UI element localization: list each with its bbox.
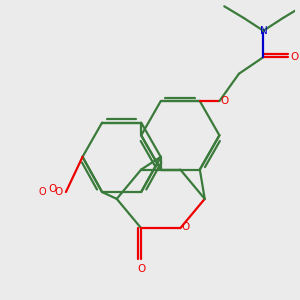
- Text: O: O: [55, 187, 63, 197]
- Text: O: O: [39, 187, 46, 197]
- Text: O: O: [137, 264, 145, 274]
- Text: O: O: [48, 184, 56, 194]
- Text: O: O: [290, 52, 298, 62]
- Text: N: N: [260, 26, 268, 36]
- Text: O: O: [182, 222, 190, 232]
- Text: O: O: [221, 96, 229, 106]
